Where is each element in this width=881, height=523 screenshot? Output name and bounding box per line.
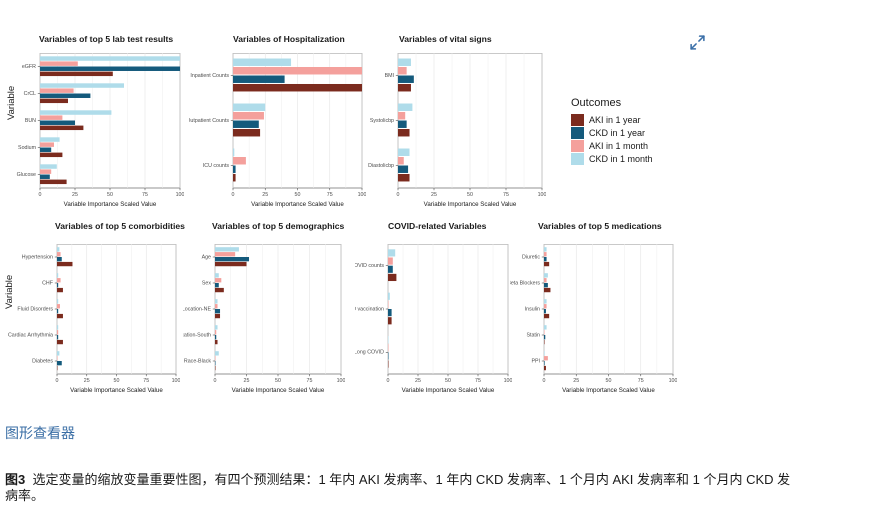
svg-text:75: 75: [475, 378, 481, 384]
svg-text:Cardiac Arrhythmia: Cardiac Arrhythmia: [8, 332, 53, 338]
svg-text:100: 100: [538, 192, 546, 198]
svg-text:Beta Blockers: Beta Blockers: [510, 280, 540, 286]
svg-text:Variable Importance Scaled Val: Variable Importance Scaled Value: [562, 387, 655, 394]
svg-text:100: 100: [172, 378, 180, 384]
svg-text:75: 75: [143, 378, 149, 384]
svg-text:Sex: Sex: [202, 280, 211, 286]
svg-text:Variable Importance Scaled Val: Variable Importance Scaled Value: [424, 201, 517, 208]
svg-text:75: 75: [638, 378, 644, 384]
svg-text:50: 50: [114, 378, 120, 384]
svg-text:0: 0: [387, 378, 390, 384]
svg-text:Systolicbp: Systolicbp: [370, 118, 394, 124]
svg-text:0: 0: [397, 192, 400, 198]
svg-text:Glucose: Glucose: [17, 172, 36, 178]
svg-text:BMI: BMI: [385, 73, 394, 79]
svg-text:50: 50: [606, 378, 612, 384]
svg-text:25: 25: [573, 378, 579, 384]
svg-text:75: 75: [307, 378, 313, 384]
svg-text:0: 0: [56, 378, 59, 384]
svg-text:0: 0: [39, 192, 42, 198]
svg-text:Diastolicbp: Diastolicbp: [368, 163, 394, 169]
svg-text:Location-NE: Location-NE: [183, 306, 211, 312]
svg-text:COVID counts: COVID counts: [355, 263, 384, 269]
svg-text:PPI: PPI: [531, 358, 540, 364]
svg-text:Fluid Disorders: Fluid Disorders: [17, 306, 53, 312]
svg-text:0: 0: [543, 378, 546, 384]
svg-text:25: 25: [244, 378, 250, 384]
svg-text:Sodium: Sodium: [18, 145, 37, 151]
svg-text:25: 25: [84, 378, 90, 384]
svg-text:25: 25: [262, 192, 268, 198]
svg-text:CrCL: CrCL: [24, 91, 36, 97]
svg-text:75: 75: [327, 192, 333, 198]
svg-text:BUN: BUN: [25, 118, 36, 124]
svg-text:Diabetes: Diabetes: [32, 358, 53, 364]
svg-text:Variable Importance Scaled Val: Variable Importance Scaled Value: [70, 387, 163, 394]
svg-text:25: 25: [415, 378, 421, 384]
svg-text:50: 50: [445, 378, 451, 384]
svg-text:COVID vaccination: COVID vaccination: [355, 306, 384, 312]
svg-text:50: 50: [467, 192, 473, 198]
svg-text:ICU counts: ICU counts: [203, 163, 230, 169]
svg-text:Variable Importance Scaled Val: Variable Importance Scaled Value: [232, 387, 325, 394]
svg-text:75: 75: [142, 192, 148, 198]
svg-text:Long COVID: Long COVID: [355, 350, 384, 356]
svg-text:100: 100: [176, 192, 184, 198]
svg-text:CHF: CHF: [42, 280, 54, 286]
svg-text:Variable Importance Scaled Val: Variable Importance Scaled Value: [402, 387, 495, 394]
svg-text:Statin: Statin: [526, 332, 540, 338]
svg-text:Diuretic: Diuretic: [522, 254, 540, 260]
svg-text:100: 100: [358, 192, 366, 198]
svg-text:100: 100: [337, 378, 345, 384]
svg-text:Hypertension: Hypertension: [22, 254, 53, 260]
svg-text:0: 0: [214, 378, 217, 384]
svg-text:Outpatient Counts: Outpatient Counts: [189, 118, 229, 124]
svg-text:Inpatient Counts: Inpatient Counts: [190, 73, 229, 79]
svg-text:Location-South: Location-South: [183, 332, 211, 338]
svg-text:eGFR: eGFR: [22, 64, 36, 70]
svg-text:50: 50: [107, 192, 113, 198]
svg-text:Age: Age: [202, 254, 211, 260]
svg-text:50: 50: [295, 192, 301, 198]
svg-text:Variable Importance Scaled Val: Variable Importance Scaled Value: [251, 201, 344, 208]
svg-text:100: 100: [669, 378, 677, 384]
svg-text:50: 50: [275, 378, 281, 384]
svg-text:25: 25: [431, 192, 437, 198]
svg-text:0: 0: [232, 192, 235, 198]
svg-text:Variable Importance Scaled Val: Variable Importance Scaled Value: [64, 201, 157, 208]
svg-text:Insulin: Insulin: [525, 306, 540, 312]
svg-text:25: 25: [72, 192, 78, 198]
svg-text:75: 75: [503, 192, 509, 198]
svg-text:Race-Black: Race-Black: [184, 358, 211, 364]
